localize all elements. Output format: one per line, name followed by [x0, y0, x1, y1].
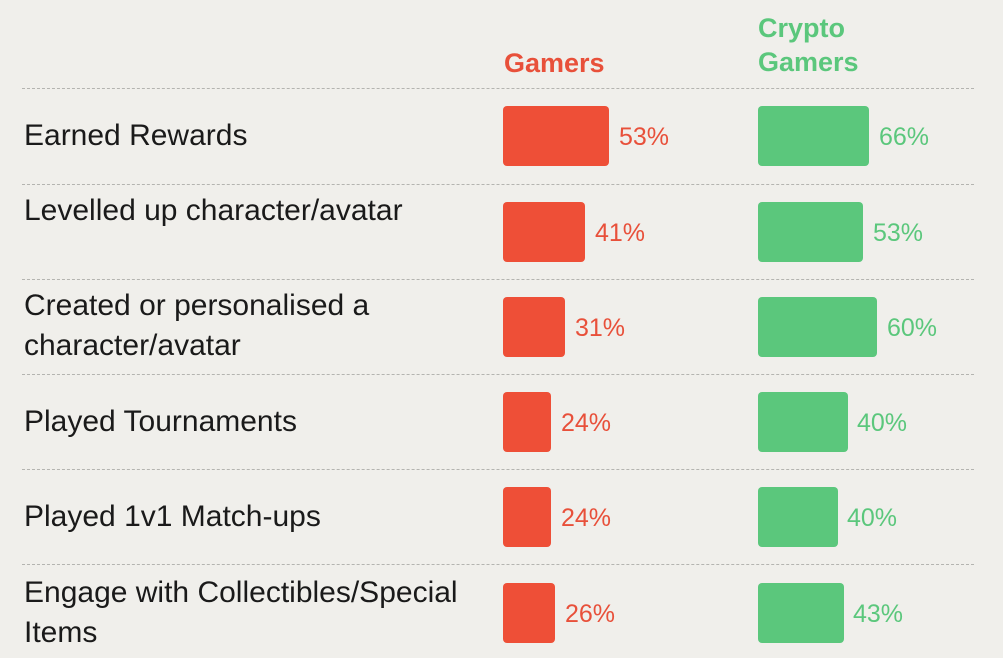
- value-gamers: 31%: [575, 314, 626, 342]
- row-label: Played 1v1 Match-ups: [24, 500, 321, 533]
- row-label: Earned Rewards: [24, 119, 248, 152]
- bar-crypto-gamers: [758, 106, 869, 166]
- value-gamers: 41%: [595, 219, 646, 247]
- value-gamers: 24%: [561, 409, 612, 437]
- value-crypto-gamers: 60%: [887, 314, 938, 342]
- value-crypto-gamers: 40%: [847, 504, 898, 532]
- divider: [22, 88, 974, 89]
- row-label: Played Tournaments: [24, 405, 297, 438]
- bar-gamers: [503, 487, 551, 547]
- divider: [22, 469, 974, 470]
- bar-crypto-gamers: [758, 202, 863, 262]
- column-header-crypto-gamers: Crypto Gamers: [758, 13, 859, 77]
- value-gamers: 53%: [619, 123, 670, 151]
- value-crypto-gamers: 43%: [853, 600, 904, 628]
- bar-gamers: [503, 106, 609, 166]
- divider: [22, 564, 974, 565]
- divider: [22, 279, 974, 280]
- value-gamers: 26%: [565, 600, 616, 628]
- bar-crypto-gamers: [758, 392, 848, 452]
- row-label: Engage with Collectibles/Special Items: [24, 576, 458, 649]
- divider: [22, 184, 974, 185]
- value-crypto-gamers: 53%: [873, 219, 924, 247]
- column-header-gamers: Gamers: [504, 48, 605, 78]
- bar-gamers: [503, 392, 551, 452]
- bar-crypto-gamers: [758, 583, 844, 643]
- bar-gamers: [503, 583, 555, 643]
- bar-gamers: [503, 202, 585, 262]
- value-crypto-gamers: 66%: [879, 123, 930, 151]
- row-label: Created or personalised a character/avat…: [24, 289, 370, 362]
- divider: [22, 374, 974, 375]
- bar-crypto-gamers: [758, 297, 877, 357]
- value-crypto-gamers: 40%: [857, 409, 908, 437]
- row-label: Levelled up character/avatar: [24, 194, 403, 227]
- bar-crypto-gamers: [758, 487, 838, 547]
- bar-gamers: [503, 297, 565, 357]
- value-gamers: 24%: [561, 504, 612, 532]
